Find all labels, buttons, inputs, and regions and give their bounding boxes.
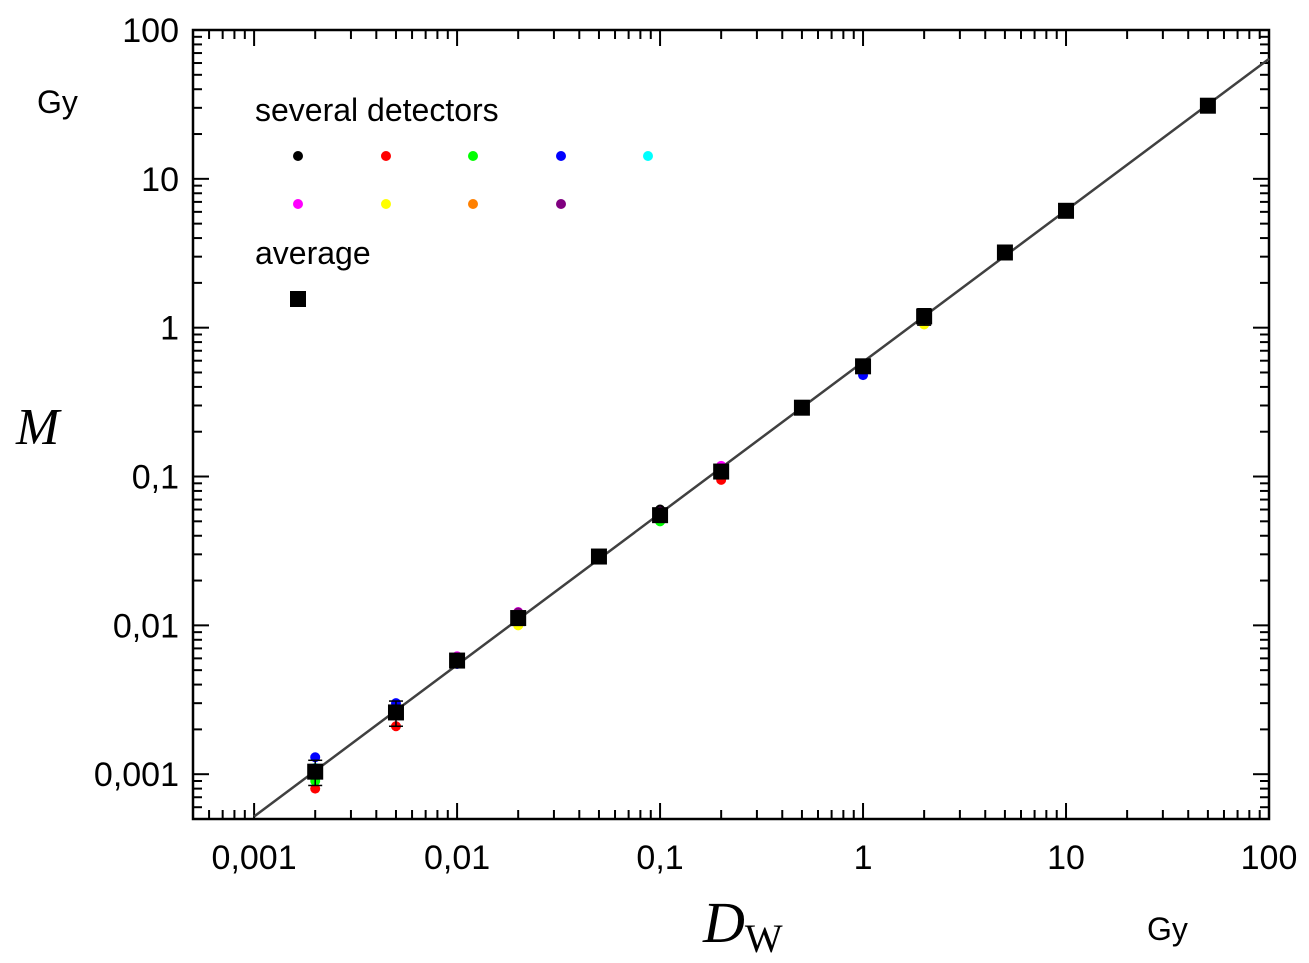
average-points-group bbox=[307, 97, 1216, 787]
legend-detector-marker bbox=[468, 151, 478, 161]
average-point bbox=[996, 244, 1013, 261]
average-point bbox=[1058, 202, 1075, 219]
x-unit-label: Gy bbox=[1147, 911, 1188, 947]
legend-label-several-detectors: several detectors bbox=[255, 92, 499, 128]
legend-average-marker bbox=[290, 291, 306, 307]
average-point bbox=[713, 463, 730, 480]
average-point bbox=[916, 308, 933, 325]
x-tick-label: 10 bbox=[1047, 839, 1085, 877]
axis-ticks bbox=[192, 30, 1269, 820]
legend-detector-marker bbox=[293, 151, 303, 161]
legend-detector-marker bbox=[468, 199, 478, 209]
y-tick-label: 0,001 bbox=[94, 756, 179, 794]
average-point bbox=[449, 652, 466, 669]
y-tick-label: 100 bbox=[122, 12, 179, 50]
y-unit-label: Gy bbox=[37, 84, 78, 120]
average-point bbox=[510, 610, 527, 627]
average-point bbox=[652, 507, 669, 524]
legend-label-average: average bbox=[255, 235, 371, 271]
average-point bbox=[793, 399, 810, 416]
y-tick-label: 10 bbox=[141, 161, 179, 199]
y-tick-label: 0,01 bbox=[113, 607, 179, 645]
y-tick-label: 1 bbox=[160, 310, 179, 348]
axis-tick-labels: 0,001 0,01 0,1 1 10 100 0,001 0,01 0,1 1 10 100 bbox=[94, 12, 1297, 877]
average-point bbox=[1199, 97, 1216, 114]
plot-frame bbox=[191, 28, 1271, 821]
legend-detector-marker bbox=[643, 151, 653, 161]
x-tick-label: 1 bbox=[854, 839, 873, 877]
x-tick-label: 0,1 bbox=[636, 839, 683, 877]
y-tick-label: 0,1 bbox=[132, 459, 179, 497]
legend-detector-marker bbox=[381, 151, 391, 161]
y-axis-title: M bbox=[15, 399, 62, 456]
average-point bbox=[307, 763, 324, 780]
x-tick-label: 0,001 bbox=[212, 839, 297, 877]
x-axis-title-sub: W bbox=[745, 916, 783, 961]
x-tick-label: 0,01 bbox=[424, 839, 490, 877]
legend-detector-marker bbox=[381, 199, 391, 209]
legend: several detectors average bbox=[255, 92, 653, 307]
x-axis-title: DW bbox=[702, 890, 783, 961]
x-tick-label: 100 bbox=[1241, 839, 1298, 877]
average-point bbox=[387, 704, 404, 721]
legend-detector-marker bbox=[293, 199, 303, 209]
legend-detector-marker bbox=[556, 199, 566, 209]
average-point bbox=[590, 548, 607, 565]
x-axis-title-main: D bbox=[702, 890, 745, 955]
fit-line-group bbox=[253, 57, 1270, 818]
plot-area-border bbox=[191, 28, 1271, 821]
detector-points-group bbox=[310, 100, 1213, 794]
fit-line bbox=[253, 57, 1270, 818]
average-point bbox=[855, 358, 872, 375]
legend-detector-marker bbox=[556, 151, 566, 161]
